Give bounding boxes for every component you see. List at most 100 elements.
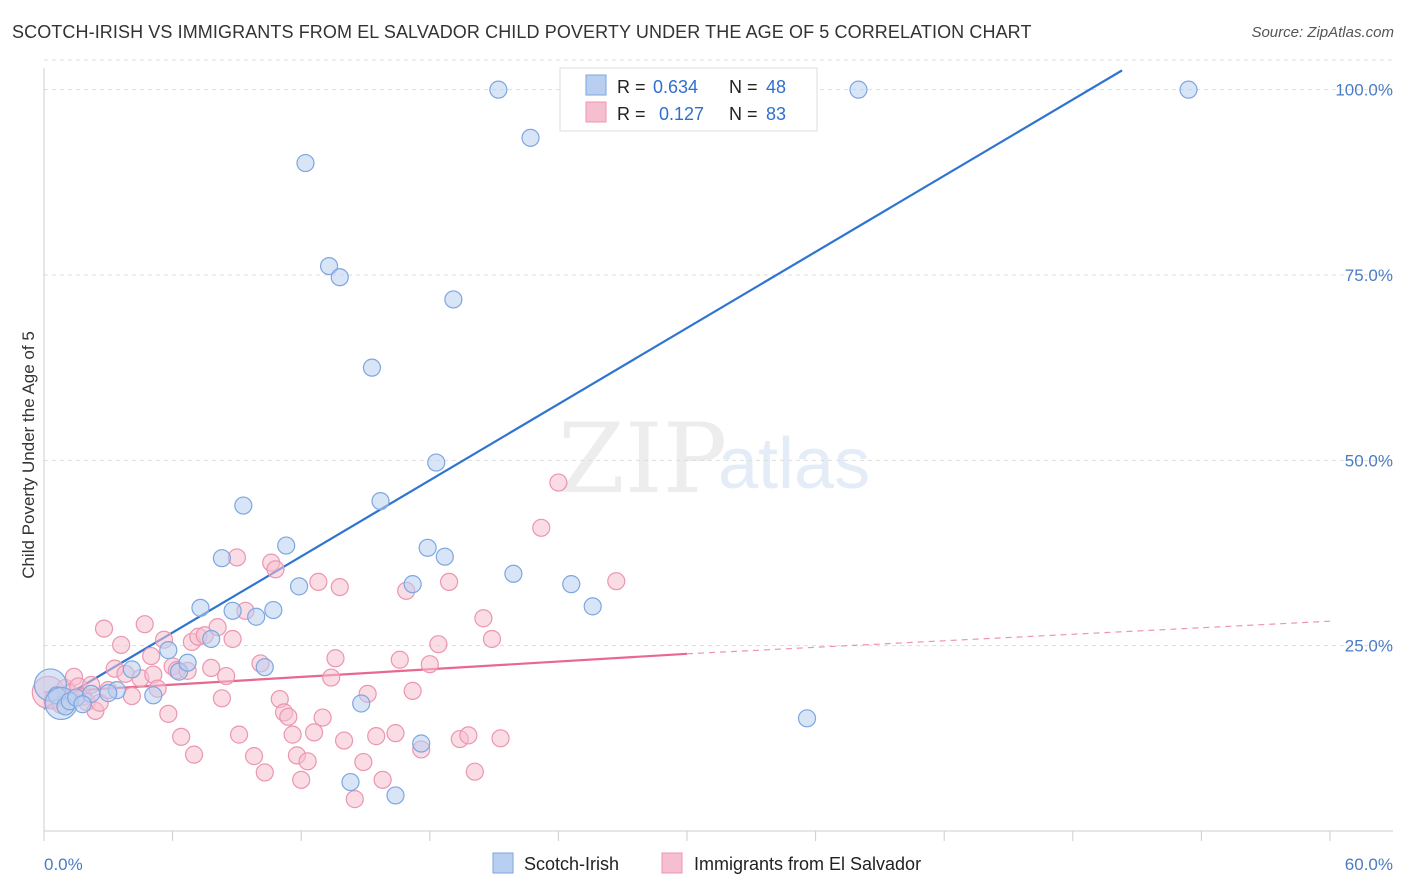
scotch-irish-point-22 [289, 577, 309, 596]
scotch-irish-point-47 [99, 684, 118, 703]
watermark: ZIP atlas [558, 403, 870, 515]
el-salvador-point-57 [326, 649, 345, 668]
el-salvador-point-34 [202, 658, 221, 678]
el-salvador-point-38 [223, 629, 242, 649]
stats-r-value-1: 0.634 [653, 77, 698, 97]
stats-n-label-1: N = [729, 77, 758, 97]
scotch-irish-point-35 [435, 547, 454, 566]
el-salvador-point-78 [491, 729, 510, 748]
el-salvador-point-36 [212, 689, 231, 708]
el-salvador-point-80 [549, 473, 568, 492]
chart-title: SCOTCH-IRISH VS IMMIGRANTS FROM EL SALVA… [12, 22, 1032, 42]
stats-legend-swatch-blue [585, 74, 607, 96]
stats-r-label-1: R = [617, 77, 646, 97]
el-salvador-point-46 [266, 560, 285, 579]
el-salvador-point-76 [474, 609, 493, 628]
el-salvador-point-66 [390, 650, 409, 669]
scotch-irish-point-46 [73, 695, 92, 714]
el-salvador-point-72 [439, 572, 459, 592]
el-salvador-point-65 [386, 724, 405, 743]
legend-swatch-scotch-irish [492, 852, 514, 874]
y-tick-label-3: 100.0% [1335, 81, 1393, 100]
scotch-irish-point-37 [489, 80, 508, 99]
x-tick-label-0: 0.0% [44, 855, 83, 874]
el-salvador-point-50 [283, 725, 302, 744]
scotch-irish-point-12 [178, 653, 197, 672]
el-salvador-point-49 [279, 707, 298, 726]
y-tick-label-2: 75.0% [1345, 266, 1393, 285]
scotch-irish-point-8 [122, 660, 141, 679]
x-tick-label-1: 60.0% [1345, 855, 1393, 874]
el-salvador-point-25 [159, 704, 178, 723]
el-salvador-point-52 [292, 770, 311, 789]
scotch-irish-point-25 [330, 268, 349, 287]
scotch-irish-point-34 [427, 453, 446, 472]
el-salvador-point-40 [229, 725, 249, 744]
el-salvador-point-61 [354, 752, 373, 772]
stats-legend: R = 0.634 N = 48 R = 0.127 N = 83 [559, 67, 818, 132]
el-salvador-point-70 [420, 655, 439, 674]
y-axis-label: Child Poverty Under the Age of 5 [19, 331, 38, 579]
el-salvador-point-55 [313, 708, 332, 727]
scotch-irish-point-45 [1179, 80, 1198, 99]
el-salvador-point-44 [255, 763, 274, 782]
scotch-irish-point-33 [418, 538, 437, 557]
scotch-irish-point-32 [412, 734, 431, 753]
stats-legend-swatch-pink [585, 101, 607, 123]
stats-r-label-2: R = [617, 104, 646, 124]
el-salvador-point-82 [309, 572, 328, 592]
scotch-irish-point-18 [247, 607, 266, 626]
legend-label-el-salvador: Immigrants from El Salvador [694, 854, 921, 874]
el-salvador-point-37 [217, 666, 236, 686]
scotch-irish-point-29 [371, 492, 390, 511]
scotch-irish-point-31 [403, 575, 422, 594]
stats-n-value-1: 48 [766, 77, 786, 97]
el-salvador-point-81 [607, 572, 626, 591]
tick-labels: 25.0% 50.0% 75.0% 100.0% 0.0% 60.0% [44, 81, 1393, 874]
legend-label-scotch-irish: Scotch-Irish [524, 854, 619, 874]
scotch-irish-point-9 [144, 686, 163, 705]
scotch-irish-point-38 [504, 564, 523, 583]
scotch-irish-point-39 [521, 128, 540, 147]
scotch-irish-point-41 [583, 597, 602, 616]
scotch-irish-point-21 [277, 536, 296, 555]
el-salvador-point-79 [532, 518, 551, 537]
el-salvador-point-53 [298, 752, 317, 771]
scotch-irish-point-20 [264, 600, 283, 620]
trend-line-scotch-irish [43, 69, 1123, 710]
el-salvador-point-74 [459, 726, 478, 745]
scotch-irish-point-30 [386, 786, 405, 805]
el-salvador-point-58 [330, 577, 349, 597]
el-salvador-point-21 [142, 646, 161, 666]
scotch-irish-point-19 [255, 658, 274, 677]
scotch-irish-point-10 [159, 641, 178, 660]
series-legend: Scotch-Irish Immigrants from El Salvador [492, 852, 921, 874]
scotch-irish-point-44 [849, 80, 868, 99]
stats-r-value-2: 0.127 [659, 104, 704, 124]
el-salvador-point-75 [465, 762, 484, 781]
el-salvador-point-64 [373, 770, 392, 789]
scotch-irish-point-17 [234, 496, 253, 515]
el-salvador-point-20 [135, 615, 154, 634]
el-salvador-point-31 [184, 745, 204, 764]
el-salvador-point-42 [244, 747, 264, 766]
stats-n-label-2: N = [729, 104, 758, 124]
legend-swatch-el-salvador [661, 852, 683, 874]
el-salvador-point-13 [94, 619, 114, 638]
scotch-irish-point-13 [191, 598, 210, 617]
el-salvador-point-63 [367, 727, 386, 746]
data-points [31, 80, 1198, 809]
scotch-irish-point-36 [444, 290, 463, 309]
el-salvador-point-28 [172, 727, 191, 746]
scotch-irish-point-15 [212, 549, 231, 568]
el-salvador-point-56 [322, 668, 341, 687]
el-salvador-point-71 [429, 635, 448, 654]
scotch-irish-point-26 [341, 772, 360, 792]
scotch-irish-point-24 [319, 256, 339, 276]
watermark-zip: ZIP [558, 403, 727, 515]
scotch-irish-point-40 [562, 575, 581, 594]
el-salvador-point-60 [345, 790, 364, 809]
el-salvador-point-68 [403, 681, 422, 700]
watermark-atlas: atlas [718, 424, 870, 504]
